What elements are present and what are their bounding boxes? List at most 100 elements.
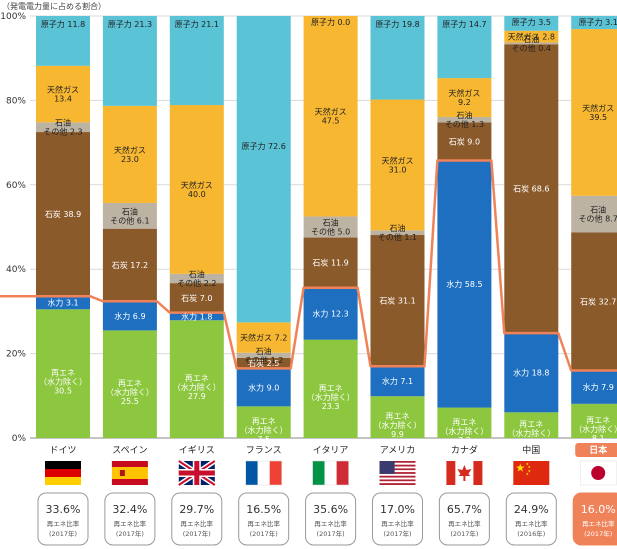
segment-label: 原子力 72.6 [242, 141, 286, 151]
segment-label: 石炭 38.9 [45, 210, 81, 219]
segment-label: 原子力 21.1 [175, 19, 219, 29]
segment-label: （水力除く） [106, 387, 154, 397]
segment-label: （水力除く） [39, 377, 87, 387]
bar-segment-oil [303, 216, 358, 238]
unit-label: （発電電力量に占める割合） [2, 1, 106, 11]
segment-label: 水力 1.8 [181, 311, 212, 321]
segment-label: 水力 18.8 [513, 368, 549, 378]
segment-label: 再エネ [51, 369, 75, 378]
segment-label: 再エネ [386, 412, 410, 421]
bar-segment-renewable [303, 339, 358, 438]
segment-label: その他 1.1 [378, 232, 417, 242]
segment-label: （水力除く） [507, 428, 555, 438]
bar-segment-nuclear [102, 16, 157, 106]
bar-segment-oil [36, 122, 90, 133]
segment-label: 水力 7.1 [382, 376, 413, 386]
segment-label: その他 8.7 [579, 214, 617, 224]
ratio-year: (2017年) [317, 529, 345, 538]
flag-uk-icon [177, 458, 217, 488]
ratio-value: 29.7% [179, 503, 214, 516]
segment-label: 原子力 3.1 [579, 17, 617, 27]
bar-segment-oil [370, 230, 425, 236]
segment-label: 7.2 [458, 436, 471, 445]
segment-label: 石炭 7.0 [181, 294, 212, 303]
segment-label: 25.5 [121, 397, 139, 406]
bar-segment-hydro [504, 333, 559, 413]
ratio-year: (2017年) [250, 529, 278, 538]
ratio-box-frame [372, 492, 423, 546]
bar-segment-nuclear [437, 16, 492, 79]
bar-segment-gas [437, 78, 492, 117]
bar-segment-coal [36, 132, 90, 297]
ratio-caption: 再エネ比率 [114, 519, 147, 528]
segment-label: その他 5.0 [311, 227, 350, 237]
ratio-value: 17.0% [380, 503, 415, 516]
bar-segment-hydro [102, 301, 157, 331]
segment-label: 9.2 [458, 98, 471, 107]
bar-segment-gas [370, 99, 425, 231]
ratio-box-frame [171, 492, 223, 546]
bar-segment-oil [102, 202, 157, 229]
y-tick-label: 80% [6, 96, 26, 106]
bar-segment-gas [169, 105, 224, 274]
ratio-year: (2016年) [517, 529, 545, 538]
segment-label: 天然ガス [315, 107, 347, 117]
renewable-ratio-polyline [0, 159, 617, 372]
ratio-value: 65.7% [447, 503, 482, 516]
bar-segment-gas [36, 65, 90, 123]
segment-label: 39.5 [589, 113, 607, 122]
bar-segment-coal [437, 122, 492, 161]
segment-label: 水力 3.1 [47, 298, 78, 308]
segment-label: 石油 [189, 269, 205, 279]
bar-segment-gas [504, 30, 559, 43]
y-tick-label: 0% [12, 434, 27, 444]
segment-label: 原子力 21.3 [108, 19, 152, 29]
segment-label: 天然ガス [582, 103, 614, 113]
bar-segment-oil [504, 42, 559, 45]
flag-france-icon [245, 460, 282, 486]
ratio-box-frame [305, 492, 357, 546]
segment-label: 原子力 14.7 [442, 19, 486, 29]
country-label: 日本 [589, 444, 608, 456]
y-tick-label: 60% [6, 181, 26, 191]
bar-segment-renewable [370, 396, 425, 438]
flag-spain-icon [111, 461, 148, 485]
bar-segment-renewable [504, 412, 559, 438]
ratio-box: 65.7% 再エネ比率(2017年) [438, 492, 490, 546]
segment-label: 6.1 [525, 438, 538, 447]
ratio-box: 17.0% 再エネ比率(2017年) [372, 492, 423, 546]
ratio-year: (2017年) [450, 529, 478, 538]
bar-segment-gas [303, 16, 358, 217]
segment-label: 13.4 [54, 95, 72, 104]
bar-segment-coal [504, 44, 559, 334]
bar-segment-renewable [169, 320, 224, 438]
country-label: イギリス [179, 445, 215, 456]
bar-segment-renewable [102, 330, 157, 438]
bar-segment-oil [169, 273, 224, 284]
ratio-box-frame [572, 492, 617, 546]
segment-label: その他 2.3 [43, 127, 82, 137]
country-label: フランス [246, 445, 282, 456]
segment-label: 40.0 [188, 190, 206, 199]
segment-label: 7.5 [257, 435, 270, 444]
ratio-box: 29.7% 再エネ比率(2017年) [171, 492, 223, 546]
ratio-row: 33.6%再エネ比率(2017年)32.4%再エネ比率(2017年)29.7%再… [37, 492, 617, 546]
segment-label: 再エネ [452, 418, 476, 427]
country-label: 中国 [522, 444, 540, 456]
ratio-year: (2017年) [584, 529, 612, 538]
renewable-ratio-line [0, 159, 617, 372]
segment-label: 再エネ [586, 416, 610, 425]
segment-label: その他 1.3 [445, 119, 484, 129]
ratio-caption: 再エネ比率 [247, 519, 280, 528]
segment-label: （水力除く） [307, 392, 355, 402]
segment-label: 石油 [323, 218, 339, 228]
ratio-box: 24.9% 再エネ比率(2016年) [505, 492, 557, 546]
segment-label: （水力除く） [574, 424, 617, 434]
ratio-caption: 再エネ比率 [515, 519, 548, 528]
ratio-box-frame [238, 492, 290, 546]
bar-segment-nuclear [504, 16, 559, 31]
segment-label: 再エネ [185, 374, 209, 383]
ratio-box: 16.0% 再エネ比率(2017年) [572, 492, 617, 546]
segment-label: その他 1.2 [244, 355, 283, 365]
